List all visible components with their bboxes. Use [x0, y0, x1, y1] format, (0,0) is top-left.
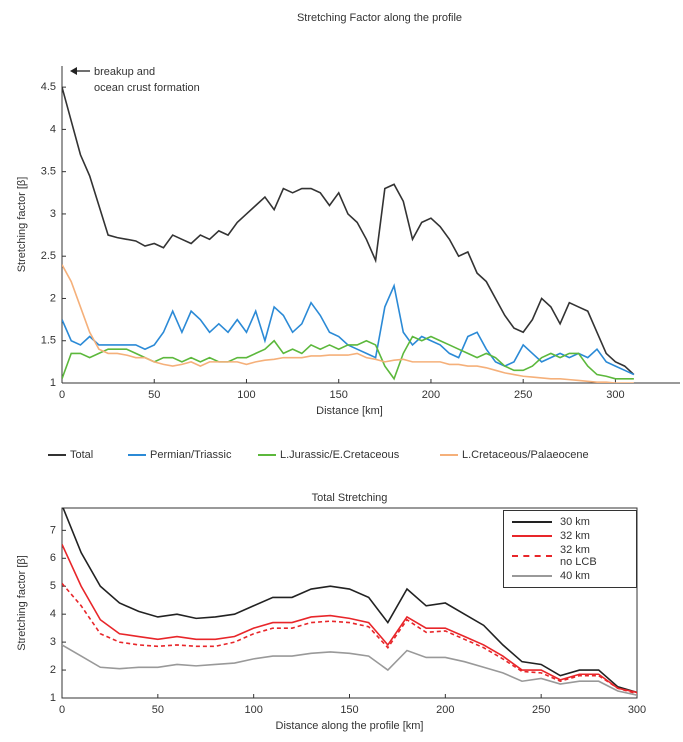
legend-label: 32 km no LCB	[560, 544, 597, 568]
x-tick-label: 250	[532, 704, 550, 716]
plot-lines	[62, 86, 635, 383]
legend-label: 30 km	[560, 516, 590, 528]
series-line	[62, 86, 635, 376]
series-line	[62, 508, 637, 694]
series-line	[62, 543, 637, 694]
legend-item: 30 km	[504, 516, 636, 528]
y-tick-label: 4	[50, 608, 56, 620]
x-tick-label: 150	[340, 704, 358, 716]
y-tick-label: 3	[50, 208, 56, 220]
legend-item: 32 km	[504, 530, 636, 542]
y-axis-label: Stretching factor [β]	[16, 177, 28, 273]
y-tick-label: 2	[50, 292, 56, 304]
y-tick-label: 2.5	[41, 250, 56, 262]
x-tick-label: 100	[244, 704, 262, 716]
x-axis-label: Distance along the profile [km]	[276, 720, 424, 732]
x-tick-label: 300	[628, 704, 646, 716]
legend-item: 40 km	[504, 570, 636, 582]
legend-label: Total	[70, 449, 93, 461]
series-line	[62, 582, 637, 695]
y-tick-label: 3.5	[41, 166, 56, 178]
y-tick-label: 7	[50, 524, 56, 536]
x-axis-label: Distance [km]	[316, 405, 383, 417]
y-tick-label: 5	[50, 580, 56, 592]
x-tick-label: 300	[606, 389, 624, 401]
x-tick-label: 100	[237, 389, 255, 401]
annotation: breakup and	[94, 66, 155, 78]
annotation: ocean crust formation	[94, 82, 200, 94]
chart-title: Stretching Factor along the profile	[297, 12, 462, 24]
y-tick-label: 4.5	[41, 81, 56, 93]
y-tick-label: 6	[50, 552, 56, 564]
legend-label: 40 km	[560, 570, 590, 582]
x-tick-label: 50	[152, 704, 164, 716]
legend-swatch	[512, 535, 552, 537]
y-tick-label: 1	[50, 692, 56, 704]
legend-swatch	[512, 521, 552, 523]
series-line	[62, 335, 634, 381]
x-tick-label: 250	[514, 389, 532, 401]
y-tick-label: 3	[50, 636, 56, 648]
y-tick-label: 1	[50, 377, 56, 389]
x-tick-label: 0	[59, 704, 65, 716]
y-tick-label: 4	[50, 123, 56, 135]
chart-title: Total Stretching	[312, 492, 388, 504]
legend-label: L.Jurassic/E.Cretaceous	[280, 449, 400, 461]
y-tick-label: 2	[50, 664, 56, 676]
y-axis-label: Stretching factor [β]	[16, 555, 28, 651]
legend-swatch	[512, 575, 552, 577]
x-tick-label: 150	[330, 389, 348, 401]
x-tick-label: 0	[59, 389, 65, 401]
series-line	[62, 283, 635, 376]
x-tick-label: 200	[422, 389, 440, 401]
legend-label: L.Cretaceous/Palaeocene	[462, 449, 589, 461]
series-line	[62, 264, 634, 383]
plot-lines	[62, 508, 637, 696]
legend-item: 32 km no LCB	[504, 544, 636, 568]
legend-label: 32 km	[560, 530, 590, 542]
x-tick-label: 50	[148, 389, 160, 401]
legend: 30 km 32 km 32 km no LCB 40 km	[503, 510, 637, 588]
legend-swatch	[512, 555, 552, 557]
series-line	[62, 644, 637, 696]
legend-label: Permian/Triassic	[150, 449, 232, 461]
annotation-arrowhead	[70, 67, 77, 75]
y-tick-label: 1.5	[41, 335, 56, 347]
x-tick-label: 200	[436, 704, 454, 716]
